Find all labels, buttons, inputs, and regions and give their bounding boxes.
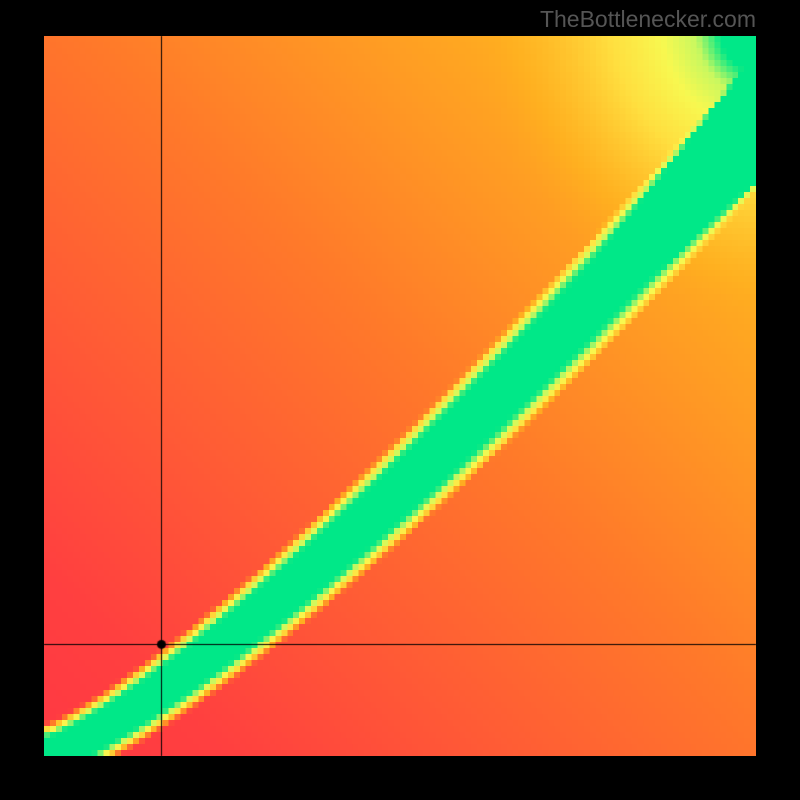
crosshair-overlay bbox=[0, 0, 800, 800]
chart-container: TheBottlenecker.com bbox=[0, 0, 800, 800]
watermark-text: TheBottlenecker.com bbox=[540, 6, 756, 33]
